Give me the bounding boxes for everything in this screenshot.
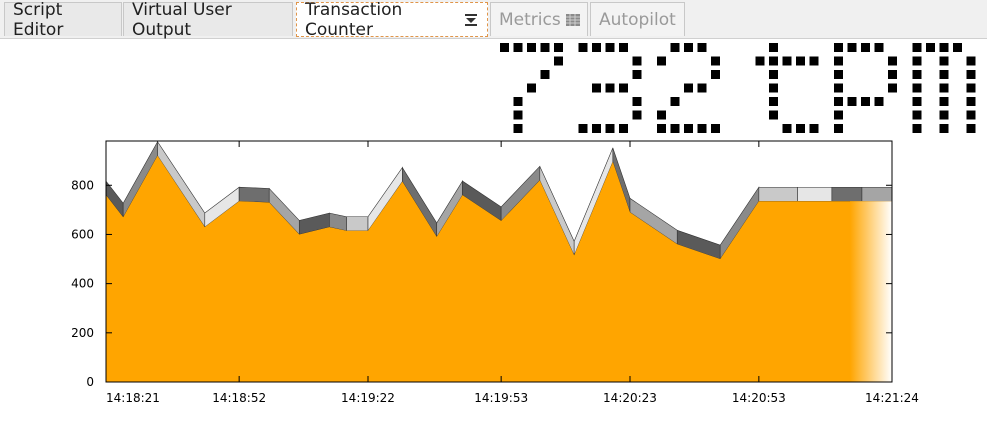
transaction-chart: 0 200 400 600 800 14:18:21 14:18:52 14:19:22 14:… xyxy=(71,140,919,405)
tab-label: Metrics xyxy=(499,9,561,30)
counter-digit-glyph xyxy=(578,43,642,133)
tab-autopilot[interactable]: Autopilot xyxy=(590,2,685,36)
x-tick-label: 14:19:53 xyxy=(474,391,528,405)
tab-label: Virtual User Output xyxy=(132,0,232,40)
x-tick-label: 14:21:24 xyxy=(865,391,919,405)
tab-label: Autopilot xyxy=(599,9,676,30)
y-tick-label: 800 xyxy=(71,178,94,192)
series-area xyxy=(106,155,892,382)
area-fade xyxy=(850,201,892,382)
counter-unit-glyph xyxy=(755,43,819,133)
y-tick-label: 200 xyxy=(71,326,94,340)
depth-face-23 xyxy=(861,186,893,202)
collapse-icon[interactable] xyxy=(463,12,479,28)
y-tick-label: 0 xyxy=(86,375,94,389)
tab-metrics[interactable]: Metrics xyxy=(490,2,588,36)
y-tick-label: 400 xyxy=(71,277,94,291)
x-tick-label: 14:18:52 xyxy=(212,391,266,405)
tab-label: Script Editor xyxy=(13,0,64,40)
depth-face-8 xyxy=(346,216,369,232)
y-tick-label: 600 xyxy=(71,227,94,241)
plot-frame xyxy=(105,140,893,383)
depth-face-4 xyxy=(238,186,270,203)
tab-bar: Script Editor Virtual User Output Transa… xyxy=(0,0,987,40)
tab-transaction-counter[interactable]: Transaction Counter xyxy=(296,0,488,40)
depth-face-20 xyxy=(758,186,798,202)
tab-virtual-user-output[interactable]: Virtual User Output xyxy=(123,0,293,40)
counter-digit-glyph xyxy=(657,43,720,133)
depth-face-21 xyxy=(797,186,833,202)
grid-icon xyxy=(565,12,581,28)
tpm-counter-display xyxy=(500,43,976,133)
tab-script-editor[interactable]: Script Editor xyxy=(4,0,122,40)
transaction-counter-panel: 0 200 400 600 800 14:18:21 14:18:52 14:19:22 14:… xyxy=(0,39,987,430)
x-tick-label: 14:19:22 xyxy=(341,391,395,405)
depth-face-22 xyxy=(831,186,863,202)
counter-digit-glyph xyxy=(500,43,563,133)
x-tick-label: 14:18:21 xyxy=(106,391,160,405)
counter-unit-glyph xyxy=(912,43,976,133)
counter-unit-glyph xyxy=(834,43,897,133)
tab-label: Transaction Counter xyxy=(305,0,403,40)
x-tick-label: 14:20:23 xyxy=(603,391,657,405)
x-tick-label: 14:20:53 xyxy=(732,391,786,405)
